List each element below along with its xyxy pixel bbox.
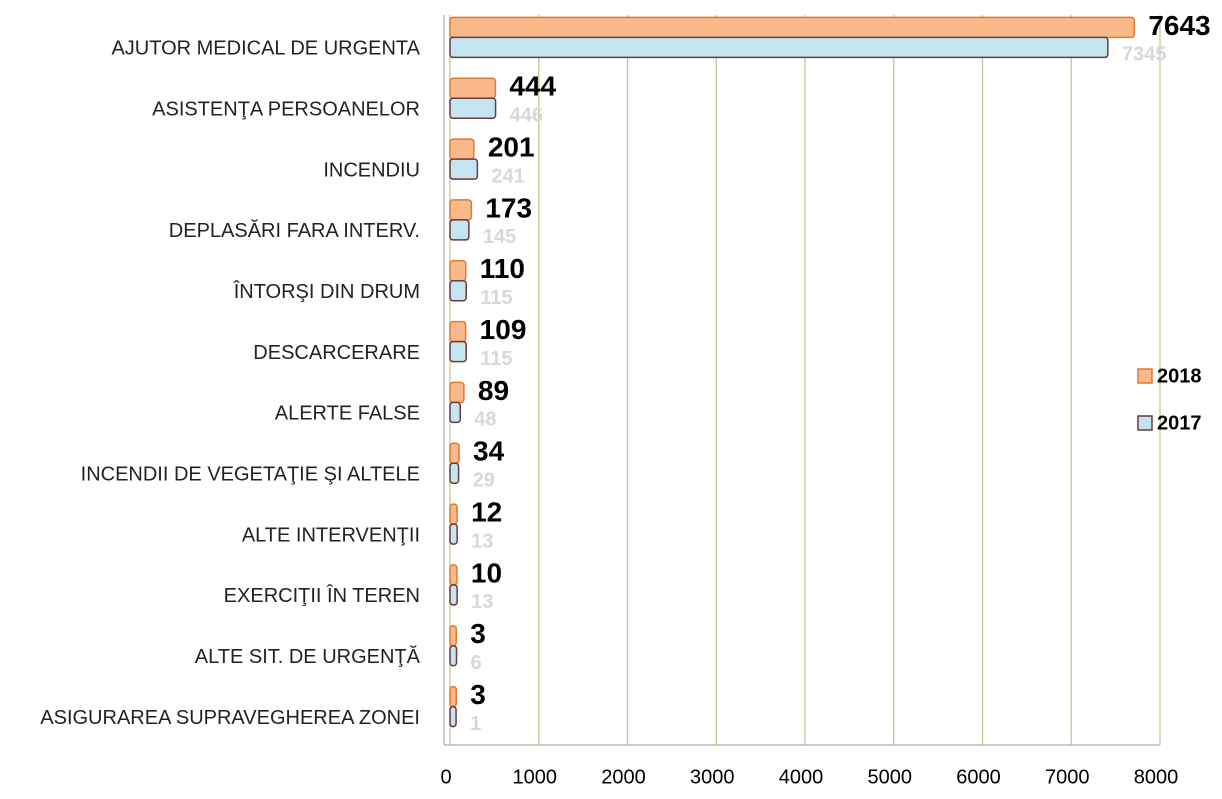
legend-swatch [1137,415,1153,431]
category-label: DEPLASĂRI FARA INTERV. [169,219,420,242]
value-label: 12 [471,496,502,527]
value-label: 3 [470,618,486,649]
legend-label: 2017 [1157,412,1202,434]
bar [449,36,1109,59]
bar [449,625,458,647]
value-label: 48 [474,409,496,431]
category-label: DESCARCERARE [253,342,420,364]
bar [449,503,458,525]
category-label: ALERTE FALSE [275,403,420,425]
value-label: 29 [473,470,495,492]
bar [449,645,458,667]
category-label: ASIGURAREA SUPRAVEGHEREA ZONEI [40,707,420,729]
value-label: 173 [485,192,532,223]
value-label: 89 [478,375,509,406]
bar [449,564,458,586]
value-label: 13 [471,591,493,613]
bar [449,260,467,282]
x-tick-label: 6000 [956,766,1001,788]
bar [449,138,475,160]
bar [449,320,467,343]
category-label: EXERCIŢII ÎN TEREN [224,584,420,607]
bar [449,77,497,99]
value-label: 1 [470,713,481,735]
bar [449,442,460,464]
x-tick-label: 5000 [868,766,913,788]
bar [449,340,467,363]
category-label: ÎNTORŞI DIN DRUM [233,280,420,303]
bar [449,97,497,119]
value-label: 446 [510,105,543,127]
bar [449,584,458,606]
value-label: 241 [491,165,524,187]
bar [449,705,457,728]
value-label: 110 [480,253,525,284]
value-label: 34 [473,436,505,467]
legend-label: 2018 [1157,365,1202,387]
value-label: 13 [471,530,493,552]
value-label: 6 [471,652,482,674]
value-label: 115 [480,348,512,370]
bar [449,199,473,221]
bar [449,685,458,708]
x-tick-label: 3000 [690,766,735,788]
category-label: INCENDII DE VEGETAŢIE ŞI ALTELE [81,464,420,486]
value-label: 7345 [1122,44,1167,66]
value-label: 201 [488,131,535,162]
bar [449,401,462,424]
bar [449,280,467,302]
x-tick-label: 0 [440,766,451,788]
category-label: ALTE INTERVENŢII [242,524,420,546]
x-tick-label: 7000 [1045,766,1090,788]
x-tick-label: 4000 [779,766,824,788]
bar [449,158,479,180]
value-label: 444 [509,71,556,102]
category-label: INCENDIU [323,159,420,181]
category-label: AJUTOR MEDICAL DE URGENTA [111,38,420,60]
bar [449,16,1136,39]
value-label: 10 [471,557,502,588]
x-tick-label: 8000 [1134,766,1179,788]
x-tick-label: 1000 [513,766,558,788]
bar [449,523,458,545]
value-label: 115 [480,287,512,309]
x-tick-label: 2000 [601,766,646,788]
bar [449,462,460,484]
value-label: 3 [470,679,486,710]
legend-swatch [1137,368,1153,384]
bar [449,381,465,404]
category-label: ALTE SIT. DE URGENŢĂ [195,645,421,668]
bar [449,219,470,241]
value-label: 7643 [1148,10,1210,41]
value-label: 145 [483,226,516,248]
category-label: ASISTENŢA PERSOANELOR [152,99,420,121]
value-label: 109 [480,314,527,345]
